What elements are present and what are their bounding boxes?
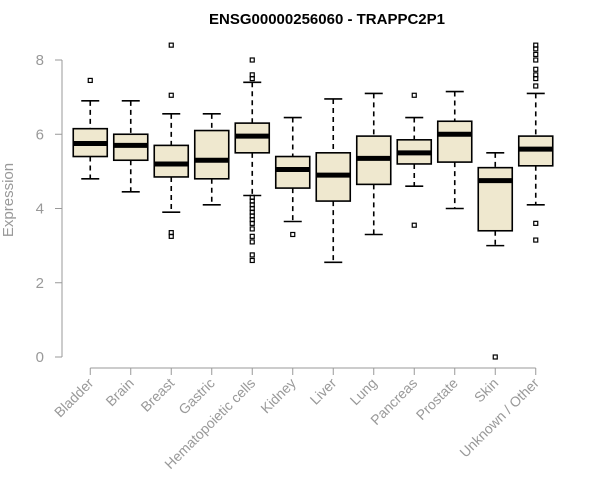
outlier-point [249,257,255,264]
box-iqr [193,129,230,180]
y-axis-label: Expression [0,163,17,237]
y-tick-label: 6 [36,126,44,143]
box-group [274,116,311,238]
box-group [112,100,149,193]
box-group [234,57,271,264]
box-group [72,77,109,180]
outlier-point [411,222,417,228]
y-axis: 0 2 4 6 8 [36,52,63,366]
outlier-point [533,42,539,48]
box-iqr [436,120,473,163]
outlier-point [249,252,255,258]
box-group [315,98,352,264]
y-tick-label: 8 [36,52,44,69]
outlier-point [492,354,498,360]
outlier-point [249,239,255,245]
box-iqr [274,155,311,189]
outlier-point [249,57,255,63]
box-iqr [153,144,190,178]
outlier-point [533,51,539,58]
outlier-point [411,92,417,98]
outlier-point [87,77,93,84]
outlier-point [249,233,255,239]
box-iqr [477,166,514,232]
y-tick-label: 2 [36,275,44,292]
outlier-point [533,57,539,63]
x-tick-label: Skin [471,375,502,406]
outlier-point [533,237,539,243]
x-tick-label: Bladder [51,375,97,421]
outlier-point [249,194,255,200]
box-group [153,42,190,239]
chart-title: ENSG00000256060 - TRAPPC2P1 [209,11,445,28]
box-group [396,92,433,228]
x-tick-label: Brain [102,375,136,409]
outlier-point [533,83,539,89]
box-group [193,113,230,206]
outlier-point [249,226,255,232]
outlier-point [168,230,174,236]
outlier-point [533,72,539,78]
outlier-point [290,231,296,238]
y-tick-label: 4 [36,201,44,218]
boxes-group [72,42,554,360]
x-tick-label: Kidney [257,375,299,417]
box-group [355,92,392,236]
box-group [436,90,473,210]
outlier-point [168,42,174,48]
box-group [477,152,514,360]
x-tick-label: Lung [347,375,380,408]
x-tick-label: Breast [137,375,177,415]
outlier-point [533,220,539,226]
box-group [517,42,554,243]
x-tick-label: Prostate [413,375,461,423]
outlier-point [249,72,255,78]
outlier-point [168,92,174,98]
y-tick-label: 0 [36,349,44,366]
x-tick-label: Liver [307,375,340,408]
outlier-point [533,66,539,72]
